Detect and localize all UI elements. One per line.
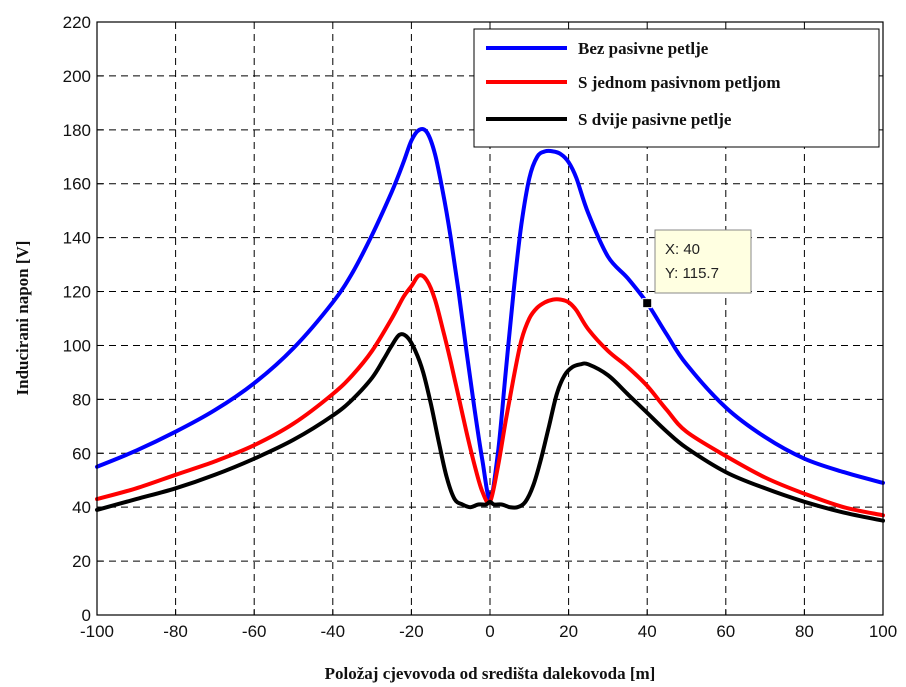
x-axis-title: Položaj cjevovoda od središta dalekovoda… (325, 664, 656, 683)
x-tick-label: 80 (795, 622, 814, 641)
axis-ticks: -100 -80 -60 -40 -20 0 20 40 60 80 100 0 20 40 60 80 100… (63, 13, 898, 641)
series-lines (95, 127, 885, 523)
legend-label-1: Bez pasivne petlje (578, 39, 709, 58)
x-tick-label: 60 (716, 622, 735, 641)
datatip-y-label: Y: 115.7 (665, 265, 719, 282)
x-tick-label: 100 (869, 622, 897, 641)
y-axis-title: Inducirani napon [V] (13, 241, 32, 396)
y-tick-label: 100 (63, 336, 91, 355)
legend-label-2: S jednom pasivnom petljom (578, 73, 781, 92)
datatip-box (654, 229, 752, 294)
x-tick-label: 20 (559, 622, 578, 641)
y-tick-label: 40 (72, 498, 91, 517)
series-line-3 (95, 332, 885, 523)
datatip-marker (642, 298, 653, 309)
x-tick-label: -100 (80, 622, 114, 641)
x-tick-label: -40 (321, 622, 346, 641)
y-tick-label: 120 (63, 283, 91, 302)
x-tick-label: -20 (399, 622, 424, 641)
series-line-2 (95, 273, 885, 518)
y-tick-label: 180 (63, 121, 91, 140)
legend-label-3: S dvije pasivne petlje (578, 110, 732, 129)
x-tick-label: 0 (485, 622, 494, 641)
y-tick-label: 80 (72, 390, 91, 409)
y-tick-label: 200 (63, 67, 91, 86)
y-tick-label: 140 (63, 229, 91, 248)
datatip: X: 40 Y: 115.7 (642, 229, 752, 309)
y-tick-label: 220 (63, 13, 91, 32)
x-tick-label: 40 (638, 622, 657, 641)
y-tick-label: 0 (82, 606, 91, 625)
y-tick-label: 20 (72, 552, 91, 571)
datatip-x-label: X: 40 (665, 241, 700, 258)
y-tick-label: 160 (63, 175, 91, 194)
x-tick-label: -60 (242, 622, 267, 641)
legend: Bez pasivne petlje S jednom pasivnom pet… (473, 28, 880, 148)
y-tick-label: 60 (72, 444, 91, 463)
x-tick-label: -80 (163, 622, 188, 641)
